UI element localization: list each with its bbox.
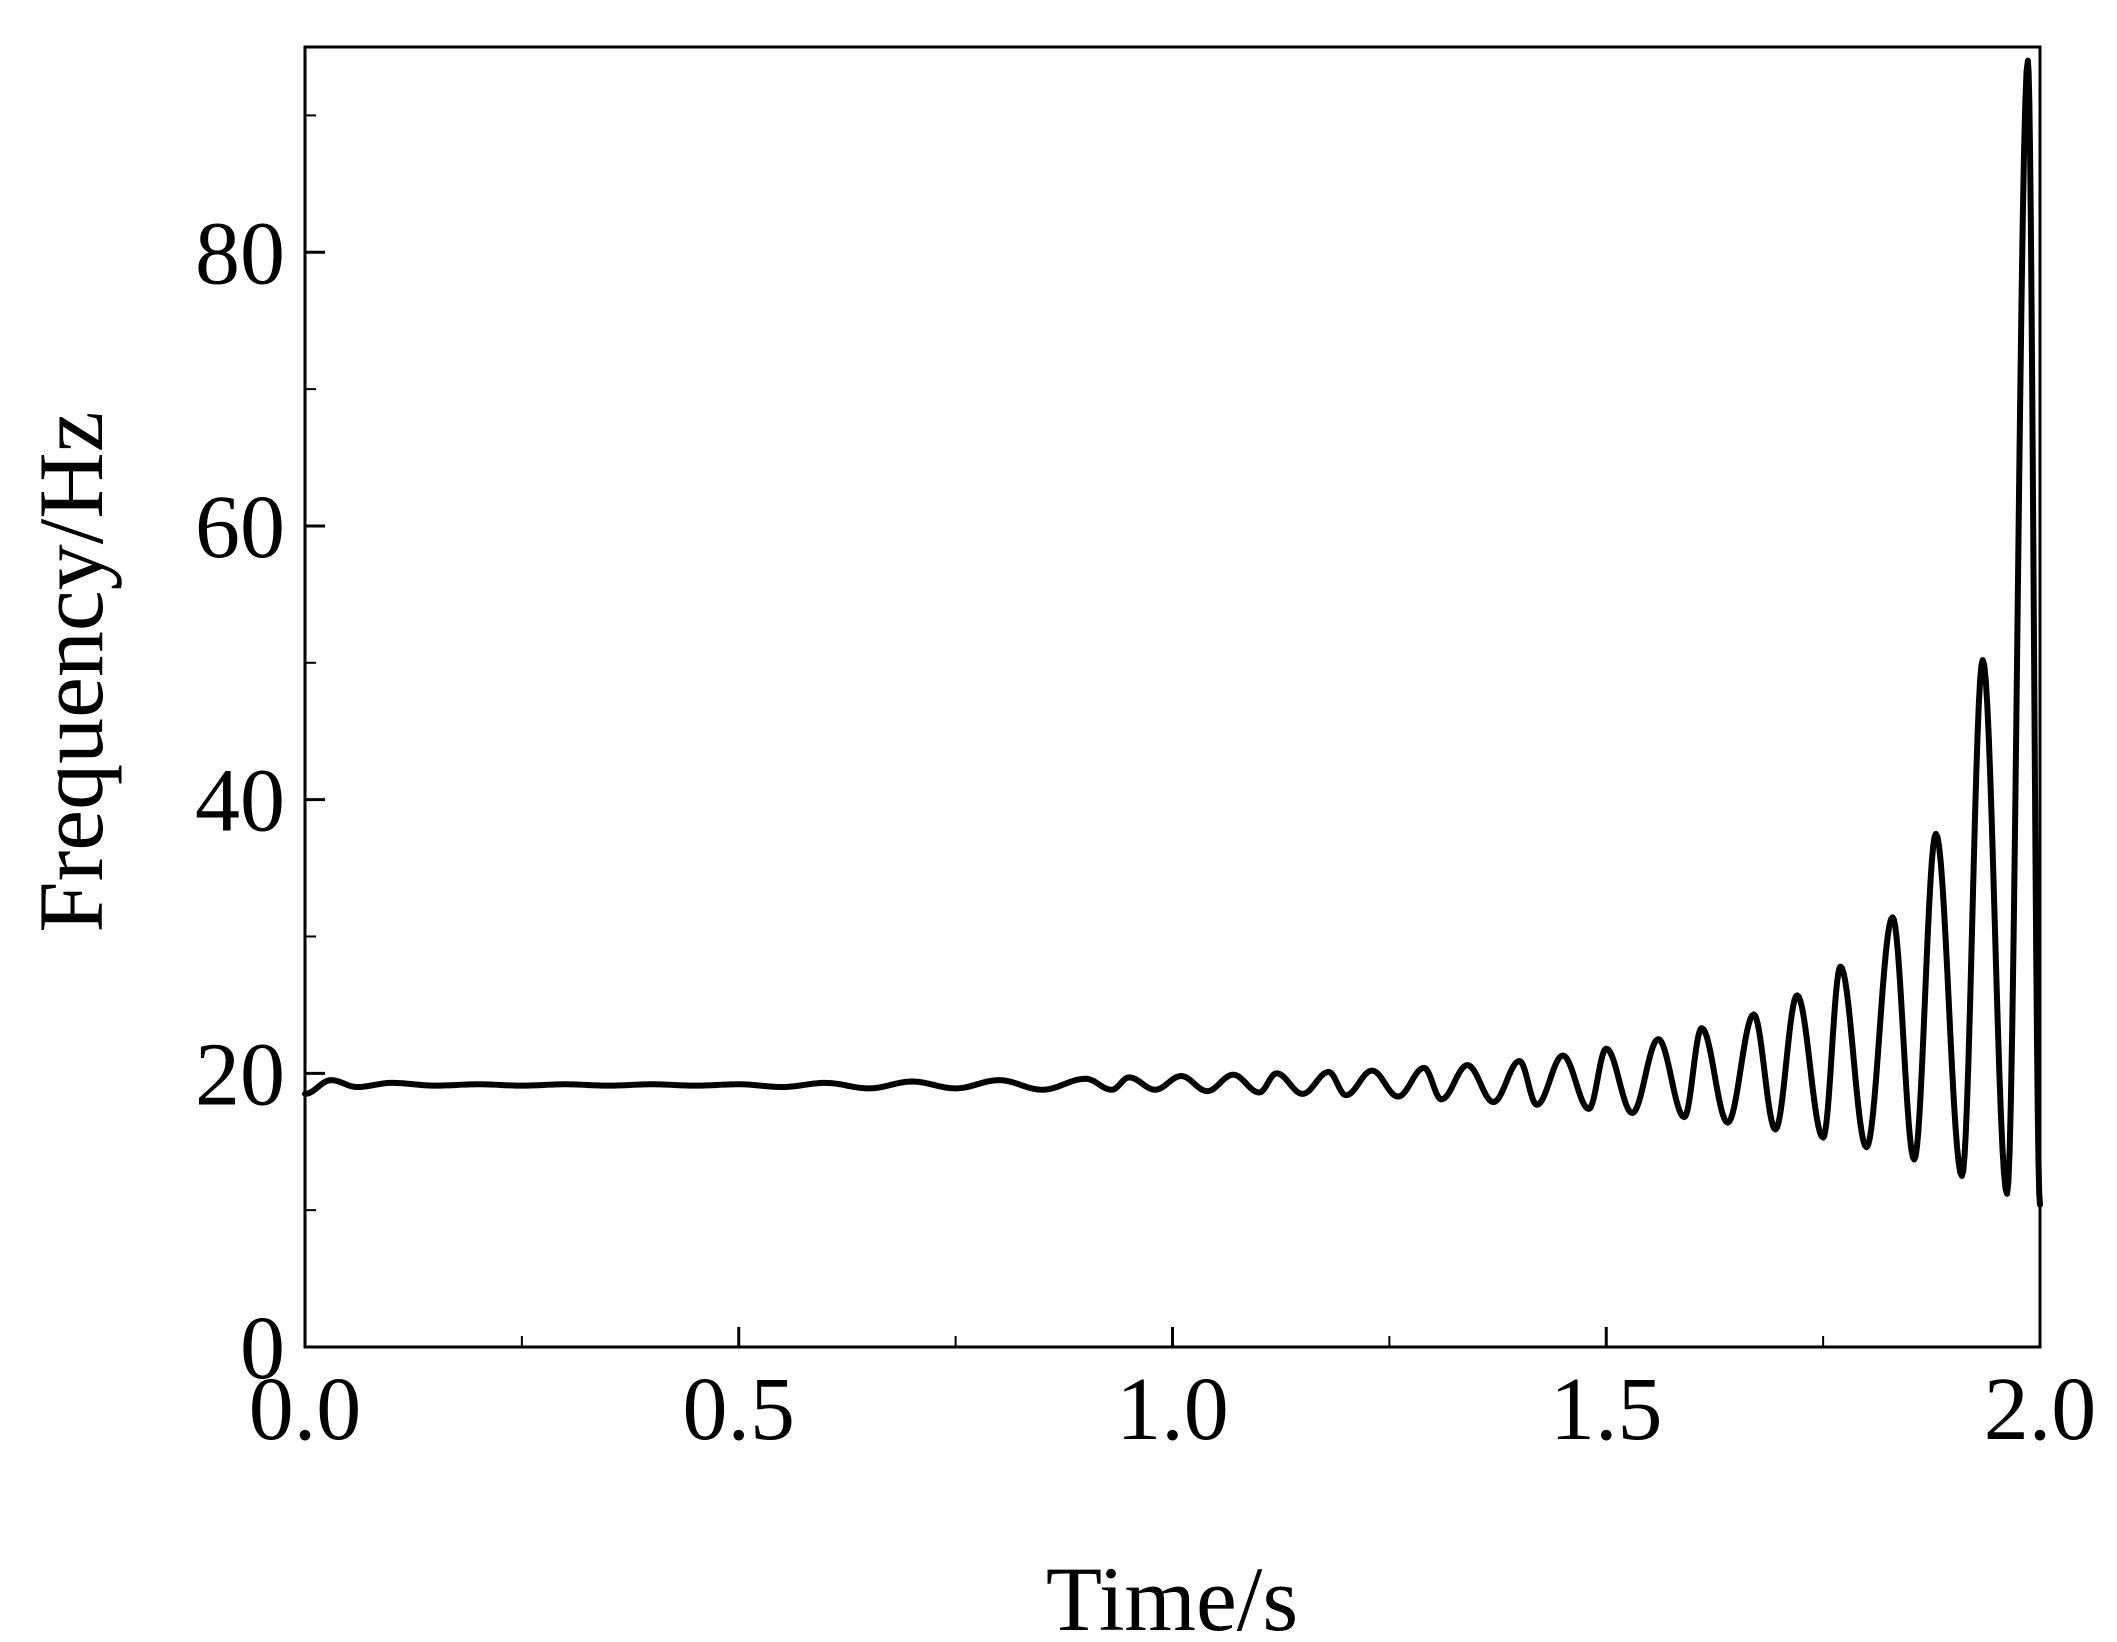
x-axis-ticks [303,1327,2042,1347]
y-axis-title: Frequency/Hz [20,411,122,932]
x-tick-label: 1.0 [1116,1360,1229,1459]
x-tick-label: 0.0 [249,1360,362,1459]
x-axis-title: Time/s [1046,1548,1298,1642]
y-tick-label: 40 [195,752,285,851]
plot-area [302,45,2043,1349]
x-tick-label: 1.5 [1550,1360,1663,1459]
plot-frame [303,45,2042,1349]
x-axis-tick-labels: 0.0 0.5 1.0 1.5 2.0 [249,1360,2097,1459]
x-tick-label: 0.5 [683,1360,796,1459]
x-tick-label: 2.0 [1984,1360,2097,1459]
y-axis-tick-labels: 0 20 40 60 80 [195,204,285,1398]
y-tick-label: 60 [195,478,285,577]
y-tick-label: 0 [240,1299,285,1398]
y-axis-ticks [305,114,325,1349]
series-line-frequency [302,57,2043,1208]
y-tick-label: 20 [195,1025,285,1124]
y-tick-label: 80 [195,204,285,303]
